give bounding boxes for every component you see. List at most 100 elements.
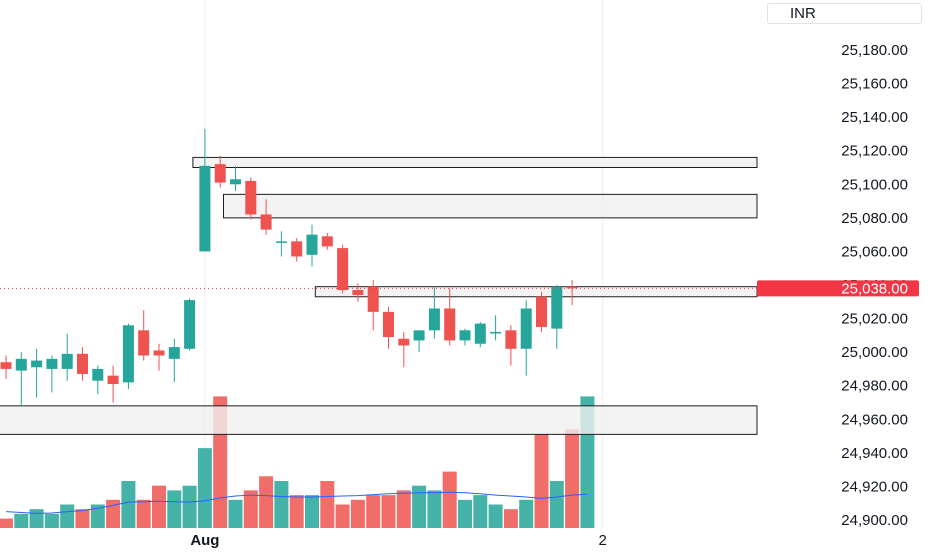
volume-bar: [366, 495, 381, 528]
candle-body: [536, 296, 547, 327]
candle[interactable]: [291, 238, 303, 262]
candle[interactable]: [459, 328, 471, 346]
price-tick-label: 25,080.00: [841, 210, 908, 227]
candle[interactable]: [337, 244, 349, 294]
currency-selector[interactable]: INR: [767, 3, 922, 24]
candle-body: [291, 241, 303, 257]
volume-bar: [427, 490, 442, 528]
volume-bar: [44, 513, 59, 528]
volume-ma-line: [5, 491, 588, 514]
volume-bar: [442, 471, 457, 528]
time-axis-label: Aug: [190, 532, 219, 549]
candle[interactable]: [122, 323, 134, 390]
volume-bar: [381, 495, 396, 528]
volume-bar: [289, 495, 304, 528]
candle[interactable]: [566, 279, 578, 306]
price-tick-label: 25,100.00: [841, 176, 908, 193]
candle-body: [337, 248, 349, 291]
candle[interactable]: [321, 232, 333, 250]
price-tick-label: 25,060.00: [841, 243, 908, 260]
candle[interactable]: [199, 128, 211, 252]
candle[interactable]: [383, 306, 394, 349]
vertical-gridlines: [204, 0, 604, 528]
volume-bar: [75, 509, 90, 528]
candle[interactable]: [444, 288, 456, 346]
candle[interactable]: [275, 231, 287, 257]
volume-bar: [90, 504, 105, 528]
volume-bar: [60, 504, 75, 528]
candle[interactable]: [474, 321, 486, 348]
candle-body: [551, 286, 563, 329]
candle-body: [474, 323, 486, 344]
candle[interactable]: [168, 338, 180, 383]
candle[interactable]: [153, 343, 165, 371]
volume-bar: [243, 490, 258, 528]
candle[interactable]: [31, 348, 43, 398]
price-zone-box[interactable]: [223, 193, 758, 219]
volume-bar: [488, 504, 503, 528]
candle[interactable]: [536, 291, 547, 332]
candle[interactable]: [306, 224, 318, 267]
price-zones: [0, 156, 758, 435]
candle-body: [46, 358, 58, 369]
volume-bar: [259, 476, 274, 528]
candle-body: [122, 325, 134, 383]
price-tick-label: 24,920.00: [841, 478, 908, 495]
candle[interactable]: [107, 365, 119, 403]
candle[interactable]: [505, 325, 517, 366]
candle[interactable]: [245, 177, 257, 220]
volume-bar: [29, 509, 44, 528]
candle[interactable]: [230, 165, 241, 191]
candle-body: [245, 180, 257, 215]
volume-bar: [320, 481, 335, 528]
volume-bar: [335, 504, 350, 528]
candle[interactable]: [61, 333, 73, 381]
candle[interactable]: [77, 347, 88, 381]
candle[interactable]: [428, 286, 440, 339]
candle[interactable]: [184, 298, 196, 351]
candle[interactable]: [0, 355, 12, 380]
candle-body: [31, 360, 43, 368]
candlestick-series: [0, 128, 578, 406]
candle[interactable]: [46, 355, 58, 393]
candle[interactable]: [367, 279, 379, 331]
candle[interactable]: [352, 283, 364, 302]
volume-bar: [197, 448, 212, 528]
candle-body: [275, 241, 287, 243]
price-tick-label: 25,000.00: [841, 344, 908, 361]
candle[interactable]: [398, 332, 410, 368]
candle[interactable]: [92, 365, 104, 395]
volume-bar: [503, 509, 518, 528]
candle-body: [138, 330, 150, 356]
price-zone-box[interactable]: [0, 405, 758, 435]
candle-body: [428, 308, 440, 331]
candle-body: [168, 347, 180, 359]
candle-body: [459, 330, 471, 341]
candle[interactable]: [214, 155, 226, 188]
candle-body: [520, 308, 532, 349]
price-tick-label: 25,180.00: [841, 42, 908, 59]
candle-body: [0, 362, 12, 369]
candle-body: [398, 338, 410, 346]
last-price-badge: [757, 280, 919, 297]
candle[interactable]: [260, 199, 272, 235]
candle-body: [505, 330, 517, 349]
candle-body: [444, 308, 456, 341]
candle[interactable]: [490, 315, 502, 341]
candle[interactable]: [520, 300, 532, 376]
time-axis: Aug 2: [190, 532, 607, 549]
candle[interactable]: [551, 285, 563, 349]
price-zone-box[interactable]: [192, 156, 758, 169]
candle-body: [566, 286, 578, 289]
volume-bar: [106, 499, 121, 528]
price-tick-label: 25,020.00: [841, 311, 908, 328]
candle[interactable]: [413, 330, 425, 353]
candle[interactable]: [138, 310, 150, 361]
volume-bar: [14, 513, 29, 528]
candle-body: [260, 214, 272, 230]
candle[interactable]: [15, 352, 27, 406]
volume-bar: [136, 499, 151, 528]
price-tick-label: 24,980.00: [841, 378, 908, 395]
